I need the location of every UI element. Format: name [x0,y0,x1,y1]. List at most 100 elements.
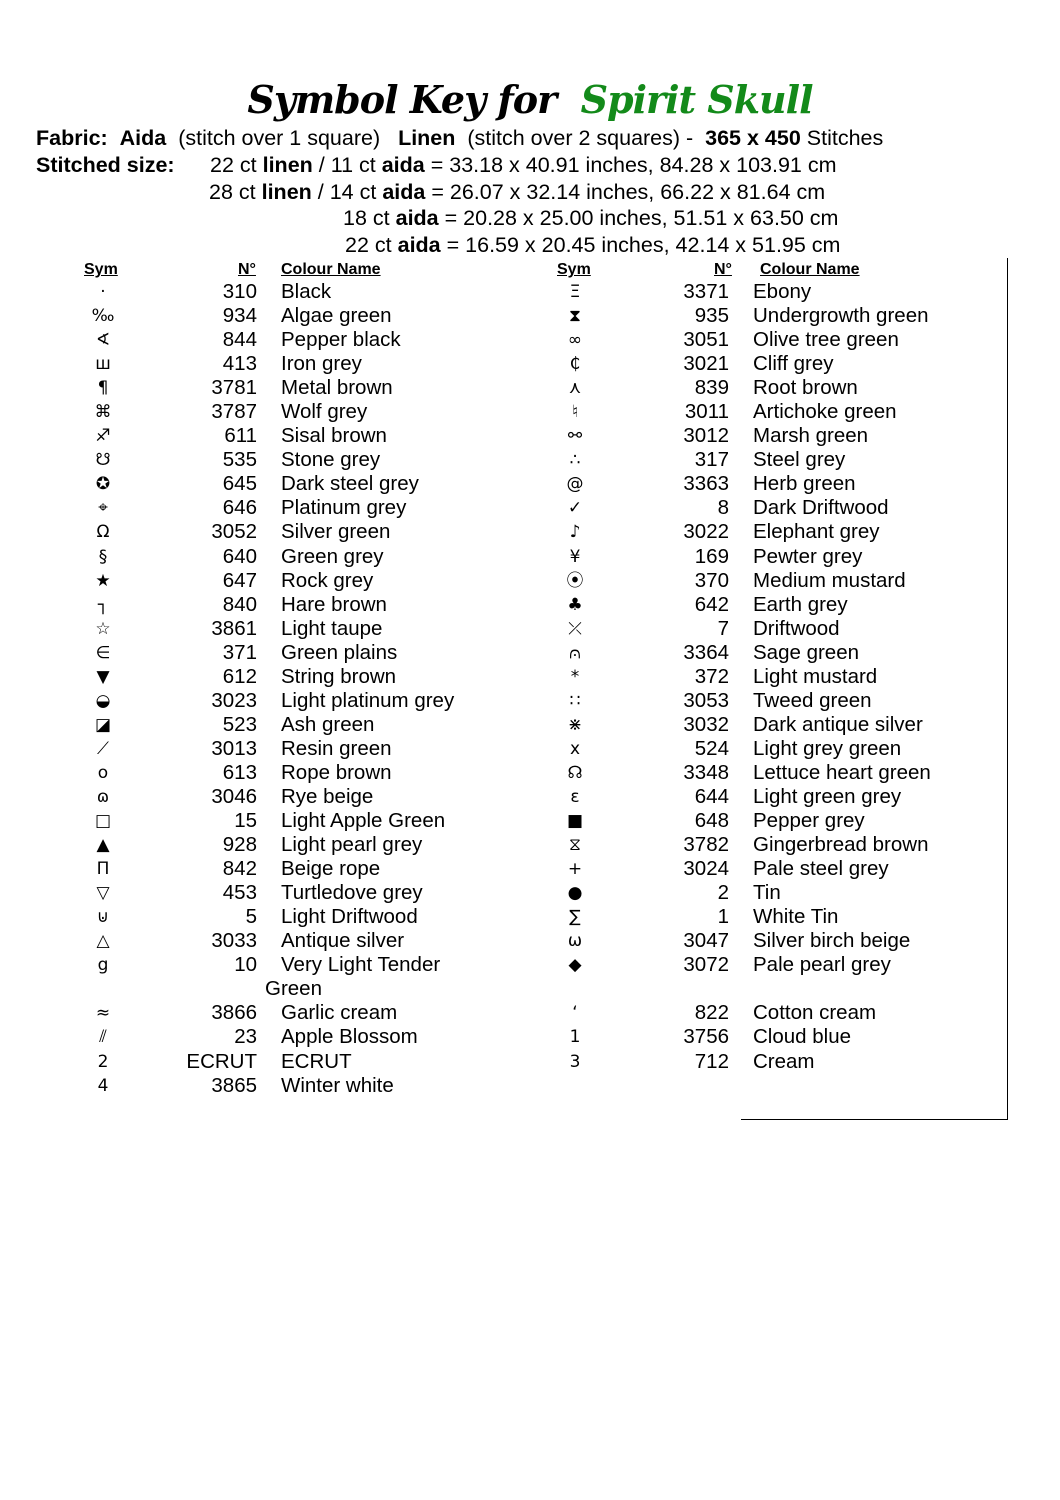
colour-name: Dark Driftwood [753,496,889,520]
colour-name: Undergrowth green [753,304,929,328]
dmc-number: 317 [694,448,729,472]
dmc-number: 928 [222,833,257,857]
colour-name: Driftwood [753,616,840,640]
list-item: ☊ 3348 Lettuce heart green [555,761,995,785]
header-sym-right: Sym [557,261,591,278]
colour-name: Light taupe [281,616,383,640]
list-item: o 613 Rope brown [83,761,523,785]
dmc-number: 2 [717,881,729,905]
dmc-number: 7 [717,616,729,640]
stitched-size-label: Stitched size: [36,153,204,178]
dmc-number: 645 [222,472,257,496]
list-item: ● 2 Tin [555,881,995,905]
list-item: ⟋ 3013 Resin green [83,737,523,761]
dmc-number: 3053 [683,688,729,712]
symbol: ▽ [96,883,110,904]
list-item: ¶ 3781 Metal brown [83,376,523,400]
list-item: ■ 648 Pepper grey [555,809,995,833]
list-item: ☋ 535 Stone grey [83,448,523,472]
dmc-number: 10 [234,953,257,977]
symbol: ♮ [571,402,579,423]
symbol: ♣ [567,594,583,615]
dmc-number: 642 [694,592,729,616]
dmc-number: 3024 [683,857,729,881]
dmc-number: 535 [222,448,257,472]
list-item: ⦿ 370 Medium mustard [555,569,995,593]
dmc-number: 3033 [211,929,257,953]
list-item: 1 3756 Cloud blue [555,1025,995,1049]
colour-name: Light green grey [753,785,902,808]
list-item: +3024 Pale steel grey [555,857,995,881]
list-item: ∑ 1 White Tin [555,905,995,929]
dmc-number: 3032 [683,712,729,736]
colour-name: Sage green [753,640,860,664]
header-name-right: Colour Name [760,261,860,278]
dmc-number: 15 [234,809,257,833]
list-item: ш 413 Iron grey [83,352,523,376]
colour-name: Green [265,977,322,1001]
list-item: ♪ 3022 Elephant grey [555,520,995,544]
colour-name: Light platinum grey [281,688,455,712]
symbol: @ [566,474,584,495]
symbol: ∴ [569,450,581,471]
dmc-number: 3047 [683,929,729,953]
symbol: ε [570,787,580,807]
list-item: 2 ECRUT ECRUT [83,1050,523,1074]
header-name-left: Colour Name [281,261,381,278]
symbol: ⌖ [98,498,108,519]
list-item: ∞ 3051 Olive tree green [555,328,995,352]
symbol: ⌘ [94,402,112,423]
list-item: ✪ 645 Dark steel grey [83,472,523,496]
list-item: ♐ 611 Sisal brown [83,424,523,448]
colour-name: Pale steel grey [753,857,889,881]
colour-name: Antique silver [281,929,405,953]
symbol: ⋇ [567,714,583,735]
list-item: ◒ 3023 Light platinum grey [83,689,523,713]
dmc-number: 5 [245,905,257,929]
list-item: g 10 Very Light Tender [83,953,523,977]
symbol: △ [96,931,110,952]
list-item: ⫽ 23 Apple Blossom [83,1025,523,1049]
list-item: · 310 Black [83,280,523,304]
pattern-name: Spirit Skull [580,77,814,122]
list-item: ✓ 8 Dark Driftwood [555,496,995,520]
linen-note: (stitch over 2 squares) - [467,126,694,150]
colour-name: Marsh green [753,424,869,448]
symbol: ◒ [95,690,111,711]
symbol: ₵ [569,354,581,375]
symbol: ⦿ [566,570,584,591]
symbol: ≈ [95,1003,111,1024]
stitched-size-line: 22 ct aida = 16.59 x 20.45 inches, 42.14… [345,233,841,258]
list-item: ⌖ 646 Platinum grey [83,496,523,520]
colour-name: Green grey [281,544,384,568]
list-item: ω 3047 Silver birch beige [555,929,995,953]
symbol: □ [94,811,112,832]
colour-name: Elephant grey [753,520,880,544]
colour-name: Rope brown [281,760,392,784]
stitched-size-line: 18 ct aida = 20.28 x 25.00 inches, 51.51… [343,206,839,231]
colour-name: Light Driftwood [281,905,418,929]
dmc-number: 3051 [683,328,729,352]
dmc-number: 822 [694,1001,729,1025]
title-prefix: Symbol Key for [247,77,557,122]
colour-name: Medium mustard [753,568,906,592]
colour-name: Green plains [281,640,398,664]
colour-name: Silver green [281,520,391,544]
colour-name: Olive tree green [753,328,899,352]
colour-name: Tweed green [753,688,872,712]
symbol: ◆ [568,955,582,976]
symbol: ⋏ [568,378,582,399]
fabric-label: Fabric: [36,126,108,150]
colour-name: Root brown [753,376,858,400]
dmc-number: 23 [234,1025,257,1049]
symbol: ⟋ [97,738,109,759]
dmc-number: 613 [222,760,257,784]
symbol: ✓ [567,498,583,519]
colour-name: Apple Blossom [281,1025,418,1049]
list-item: ◪ 523 Ash green [83,713,523,737]
list-item: ɷ 3046 Rye beige [83,785,523,809]
dmc-number: 3861 [211,616,257,640]
symbol: x [569,738,581,759]
list-item: ▼ 612 String brown [83,665,523,689]
colour-name: Winter white [281,1073,394,1097]
